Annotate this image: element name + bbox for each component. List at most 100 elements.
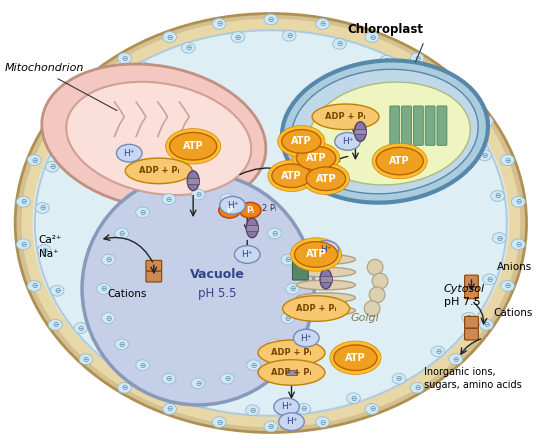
Text: ADP + Pᵢ: ADP + Pᵢ <box>271 368 312 377</box>
Ellipse shape <box>296 280 356 290</box>
Text: ⊖: ⊖ <box>139 208 146 217</box>
Text: ⊖: ⊖ <box>39 203 45 212</box>
Text: ⊖: ⊖ <box>515 240 521 249</box>
Ellipse shape <box>334 345 377 371</box>
Ellipse shape <box>191 378 205 389</box>
Text: Vacuole: Vacuole <box>190 268 245 281</box>
Bar <box>246 225 258 231</box>
Text: ⊖: ⊖ <box>289 285 296 293</box>
Ellipse shape <box>118 53 131 64</box>
Text: ⊖: ⊖ <box>31 156 37 165</box>
Text: ⊖: ⊖ <box>383 56 389 65</box>
Ellipse shape <box>410 382 424 393</box>
Ellipse shape <box>316 18 329 29</box>
FancyBboxPatch shape <box>464 275 478 287</box>
FancyBboxPatch shape <box>293 256 308 280</box>
Text: H⁺: H⁺ <box>281 402 292 411</box>
Ellipse shape <box>330 341 381 375</box>
Ellipse shape <box>50 285 64 296</box>
Ellipse shape <box>79 354 93 365</box>
Text: ⊖: ⊖ <box>249 406 255 415</box>
Bar <box>187 178 199 184</box>
Text: ⊖: ⊖ <box>284 314 291 322</box>
Text: Anions: Anions <box>497 262 532 272</box>
Text: ADP + Pᵢ: ADP + Pᵢ <box>271 348 312 357</box>
Text: ⊖: ⊖ <box>101 285 107 293</box>
Ellipse shape <box>302 163 350 194</box>
Text: ⊖: ⊖ <box>166 194 172 204</box>
Ellipse shape <box>219 202 240 218</box>
Ellipse shape <box>136 360 149 371</box>
Ellipse shape <box>482 274 496 285</box>
Ellipse shape <box>491 190 504 202</box>
Text: ADP + Pᵢ: ADP + Pᵢ <box>138 166 179 175</box>
Text: ⊖: ⊖ <box>504 281 511 290</box>
Ellipse shape <box>97 284 110 294</box>
Text: pH 7.5: pH 7.5 <box>444 297 481 307</box>
FancyBboxPatch shape <box>425 106 435 145</box>
Text: ⊖: ⊖ <box>483 117 490 126</box>
Ellipse shape <box>115 228 129 239</box>
Text: ⊖: ⊖ <box>52 320 59 329</box>
Ellipse shape <box>220 196 245 214</box>
Ellipse shape <box>49 116 62 127</box>
Ellipse shape <box>117 145 142 162</box>
Ellipse shape <box>296 306 356 315</box>
Ellipse shape <box>501 281 514 291</box>
Text: ATP: ATP <box>291 136 312 146</box>
Ellipse shape <box>296 146 336 170</box>
Text: ⊖: ⊖ <box>319 19 326 29</box>
Ellipse shape <box>115 339 129 350</box>
Text: ⊖: ⊖ <box>54 286 60 295</box>
Text: ⊖: ⊖ <box>139 63 146 72</box>
Ellipse shape <box>282 30 296 41</box>
Ellipse shape <box>278 126 325 157</box>
Ellipse shape <box>37 244 51 256</box>
Text: pH 5.5: pH 5.5 <box>199 287 237 300</box>
Text: sugars, amino acids: sugars, amino acids <box>424 380 522 390</box>
Text: ⊖: ⊖ <box>486 275 493 284</box>
Text: P: P <box>226 206 232 215</box>
Ellipse shape <box>16 239 30 250</box>
Text: ⊖: ⊖ <box>31 281 37 290</box>
Ellipse shape <box>333 38 346 49</box>
FancyBboxPatch shape <box>464 316 478 328</box>
Ellipse shape <box>283 296 350 321</box>
Ellipse shape <box>66 123 80 134</box>
Ellipse shape <box>293 329 319 347</box>
FancyBboxPatch shape <box>464 287 478 299</box>
Ellipse shape <box>320 269 332 289</box>
Ellipse shape <box>449 81 463 92</box>
Ellipse shape <box>492 233 506 244</box>
Ellipse shape <box>511 196 525 207</box>
Ellipse shape <box>372 143 427 179</box>
Ellipse shape <box>240 202 261 218</box>
Ellipse shape <box>479 116 493 127</box>
Ellipse shape <box>310 82 470 185</box>
Ellipse shape <box>365 404 379 414</box>
Ellipse shape <box>163 32 177 42</box>
Text: ⊖: ⊖ <box>496 234 503 243</box>
Ellipse shape <box>212 417 226 428</box>
Circle shape <box>367 260 383 275</box>
Ellipse shape <box>293 142 340 174</box>
Ellipse shape <box>101 254 115 265</box>
Text: ATP: ATP <box>306 153 327 163</box>
Ellipse shape <box>267 228 281 239</box>
Text: ⊖: ⊖ <box>199 398 205 407</box>
Bar <box>354 128 366 135</box>
Ellipse shape <box>27 25 515 421</box>
Ellipse shape <box>376 147 423 175</box>
Ellipse shape <box>258 359 325 385</box>
Ellipse shape <box>191 189 205 200</box>
Ellipse shape <box>347 393 360 404</box>
Ellipse shape <box>136 62 150 73</box>
Ellipse shape <box>313 241 339 258</box>
Ellipse shape <box>97 89 110 100</box>
Ellipse shape <box>279 413 304 430</box>
Text: H⁺: H⁺ <box>342 137 353 146</box>
Ellipse shape <box>235 246 260 263</box>
Ellipse shape <box>247 360 260 371</box>
Text: ⊖: ⊖ <box>119 229 125 238</box>
Text: ⊖: ⊖ <box>20 240 27 249</box>
